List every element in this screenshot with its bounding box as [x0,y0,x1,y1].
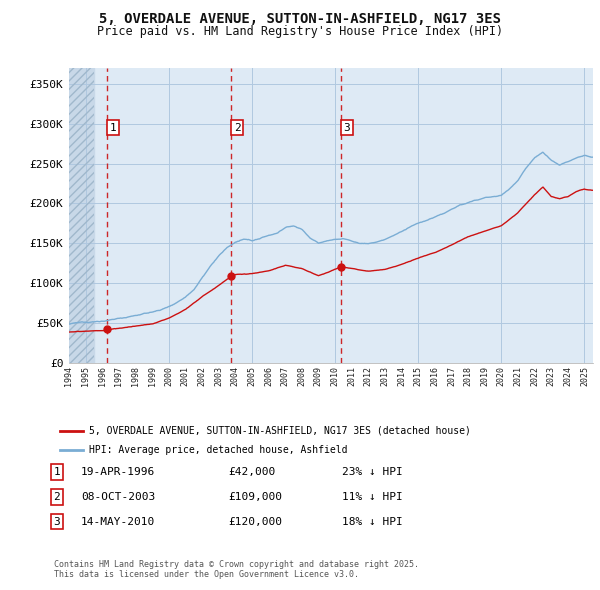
Text: 2006: 2006 [264,366,273,386]
Text: 1: 1 [53,467,61,477]
Text: 2008: 2008 [298,366,307,386]
Text: Contains HM Land Registry data © Crown copyright and database right 2025.
This d: Contains HM Land Registry data © Crown c… [54,560,419,579]
Text: Price paid vs. HM Land Registry's House Price Index (HPI): Price paid vs. HM Land Registry's House … [97,25,503,38]
Text: 1996: 1996 [98,366,107,386]
Text: 5, OVERDALE AVENUE, SUTTON-IN-ASHFIELD, NG17 3ES (detached house): 5, OVERDALE AVENUE, SUTTON-IN-ASHFIELD, … [89,426,470,436]
Text: 2024: 2024 [563,366,572,386]
Text: 2018: 2018 [464,366,473,386]
Text: 14-MAY-2010: 14-MAY-2010 [81,517,155,526]
Text: 2021: 2021 [514,366,523,386]
Text: 2009: 2009 [314,366,323,386]
Text: 1999: 1999 [148,366,157,386]
Text: 2001: 2001 [181,366,190,386]
Text: 2003: 2003 [214,366,223,386]
Text: 2017: 2017 [447,366,456,386]
Text: 2015: 2015 [414,366,422,386]
Text: 08-OCT-2003: 08-OCT-2003 [81,492,155,502]
Text: 2004: 2004 [231,366,240,386]
Text: 2011: 2011 [347,366,356,386]
Text: 2020: 2020 [497,366,506,386]
Text: 2000: 2000 [164,366,173,386]
Text: 1998: 1998 [131,366,140,386]
Text: 2012: 2012 [364,366,373,386]
Text: 2022: 2022 [530,366,539,386]
Text: 23% ↓ HPI: 23% ↓ HPI [342,467,403,477]
Text: 2007: 2007 [281,366,290,386]
Text: 2025: 2025 [580,366,589,386]
Text: 18% ↓ HPI: 18% ↓ HPI [342,517,403,526]
Text: 1997: 1997 [115,366,124,386]
Text: £120,000: £120,000 [228,517,282,526]
Text: 2002: 2002 [197,366,206,386]
Text: 2010: 2010 [331,366,340,386]
Text: 2023: 2023 [547,366,556,386]
Text: 5, OVERDALE AVENUE, SUTTON-IN-ASHFIELD, NG17 3ES: 5, OVERDALE AVENUE, SUTTON-IN-ASHFIELD, … [99,12,501,26]
Text: HPI: Average price, detached house, Ashfield: HPI: Average price, detached house, Ashf… [89,445,347,455]
Text: 2: 2 [234,123,241,133]
Bar [69,68,94,363]
Text: 2013: 2013 [380,366,389,386]
Text: 2016: 2016 [430,366,439,386]
Text: 3: 3 [344,123,350,133]
Bar [69,68,94,363]
Text: £42,000: £42,000 [228,467,275,477]
Text: 2: 2 [53,492,61,502]
Text: 11% ↓ HPI: 11% ↓ HPI [342,492,403,502]
Text: 2005: 2005 [247,366,256,386]
Text: £109,000: £109,000 [228,492,282,502]
Text: 1994: 1994 [65,366,74,386]
Text: 2019: 2019 [480,366,489,386]
Text: 2014: 2014 [397,366,406,386]
Text: 19-APR-1996: 19-APR-1996 [81,467,155,477]
Text: 3: 3 [53,517,61,526]
Text: 1995: 1995 [81,366,90,386]
Text: 1: 1 [110,123,116,133]
